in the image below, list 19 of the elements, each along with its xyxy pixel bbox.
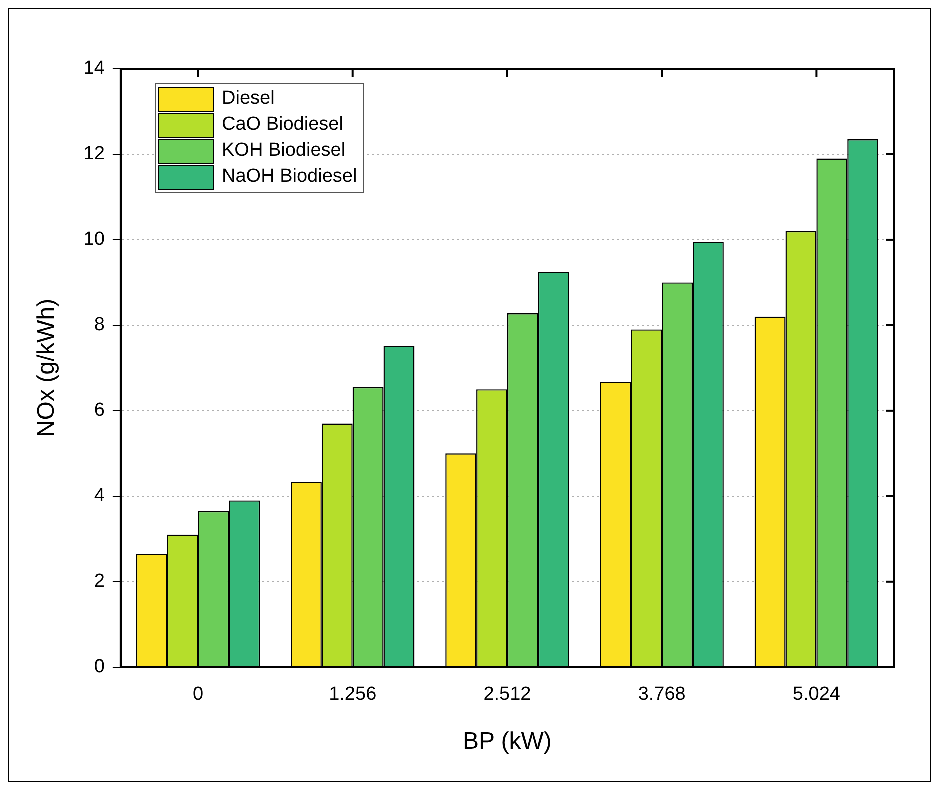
y-tick-label: 12 — [84, 144, 105, 165]
y-tick-label: 14 — [84, 58, 106, 80]
x-tick-label: 1.256 — [329, 684, 377, 706]
y-tick-label: 2 — [94, 571, 105, 592]
legend-label: KOH Biodiesel — [222, 140, 346, 162]
x-tick-label: 0 — [192, 684, 204, 706]
y-tick-label: 8 — [94, 314, 105, 336]
y-tick-label: 0 — [94, 656, 105, 678]
y-tick-label: 10 — [84, 229, 105, 250]
legend-label: CaO Biodiesel — [222, 114, 344, 136]
x-axis-title: BP (kW) — [463, 728, 552, 756]
y-axis-title: NOx (g/kWh) — [33, 298, 60, 438]
x-tick-label: 3.768 — [638, 684, 686, 706]
x-tick-label: 2.512 — [484, 684, 532, 706]
y-tick-label: 6 — [94, 400, 105, 422]
y-tick-label: 4 — [94, 486, 106, 507]
legend-label: Diesel — [222, 88, 275, 110]
legend-label: NaOH Biodiesel — [222, 166, 358, 188]
x-tick-label: 5.024 — [792, 684, 841, 706]
